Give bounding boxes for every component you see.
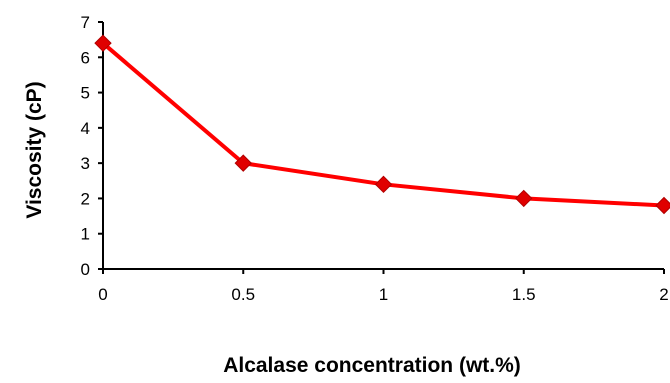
y-tick-label: 2 [81, 189, 90, 208]
series-layer [94, 34, 670, 215]
y-tick-label: 0 [81, 260, 90, 279]
y-axis-ticks: 0 1 2 3 4 5 6 7 [81, 13, 103, 279]
y-tick-label: 1 [81, 225, 90, 244]
data-point-marker [655, 196, 670, 215]
y-axis-title: Viscosity (cP) [23, 81, 46, 218]
y-tick-label: 7 [81, 13, 90, 32]
x-tick-label: 2 [659, 285, 668, 304]
data-point-marker [374, 175, 393, 194]
data-point-marker [94, 34, 112, 52]
x-tick-label: 0.5 [231, 285, 255, 304]
x-axis-title: Alcalase concentration (wt.%) [223, 354, 521, 377]
data-point-marker [515, 189, 533, 208]
y-tick-label: 5 [81, 84, 90, 103]
y-tick-label: 4 [81, 119, 90, 138]
data-point-marker [234, 154, 252, 172]
x-tick-label: 0 [98, 285, 107, 304]
y-tick-label: 6 [81, 48, 90, 67]
x-tick-label: 1 [379, 285, 388, 304]
plot-area: 0 0.5 1 1.5 2 0 1 2 3 4 5 6 7 [81, 13, 670, 304]
x-axis-ticks: 0 0.5 1 1.5 2 [98, 269, 669, 304]
x-tick-label: 1.5 [512, 285, 536, 304]
y-tick-label: 3 [81, 154, 90, 173]
